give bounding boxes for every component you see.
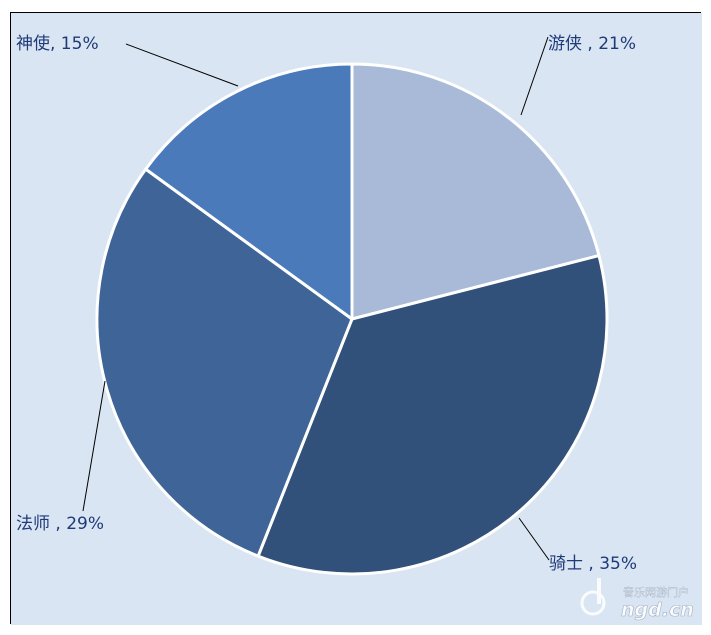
pie-slice-2 [256,254,609,576]
leader-line-2 [518,517,550,561]
leader-line-3 [82,380,106,512]
pie-chart: 游侠 , 21% 骑士 , 35% 法师 , 29% 神使, 15% 音乐网游门户 n… [11,13,702,625]
leader-line-1 [520,36,549,116]
watermark-logo [580,578,606,616]
slice-label-3: 法师 , 29% [16,514,104,534]
slice-labels: 游侠 , 21% 骑士 , 35% 法师 , 29% 神使, 15% [16,33,637,574]
pie-slice-1 [350,62,601,321]
watermark-site-name: 音乐网游门户 [623,585,689,599]
leader-line-4 [125,43,239,87]
slice-label-2: 骑士 , 35% [549,554,637,574]
watermark: 音乐网游门户 ngd.cn [580,578,694,621]
pie-slice-4 [144,62,354,321]
pie-slice-3 [95,167,354,558]
slice-label-1: 游侠 , 21% [548,34,636,54]
watermark-logo-text: ngd.cn [621,599,694,621]
chart-frame: 游侠 , 21% 骑士 , 35% 法师 , 29% 神使, 15% 音乐网游门户 n… [10,12,702,625]
pie-slices [95,62,609,576]
leader-lines [82,36,550,561]
slice-label-4: 神使, 15% [16,33,99,54]
